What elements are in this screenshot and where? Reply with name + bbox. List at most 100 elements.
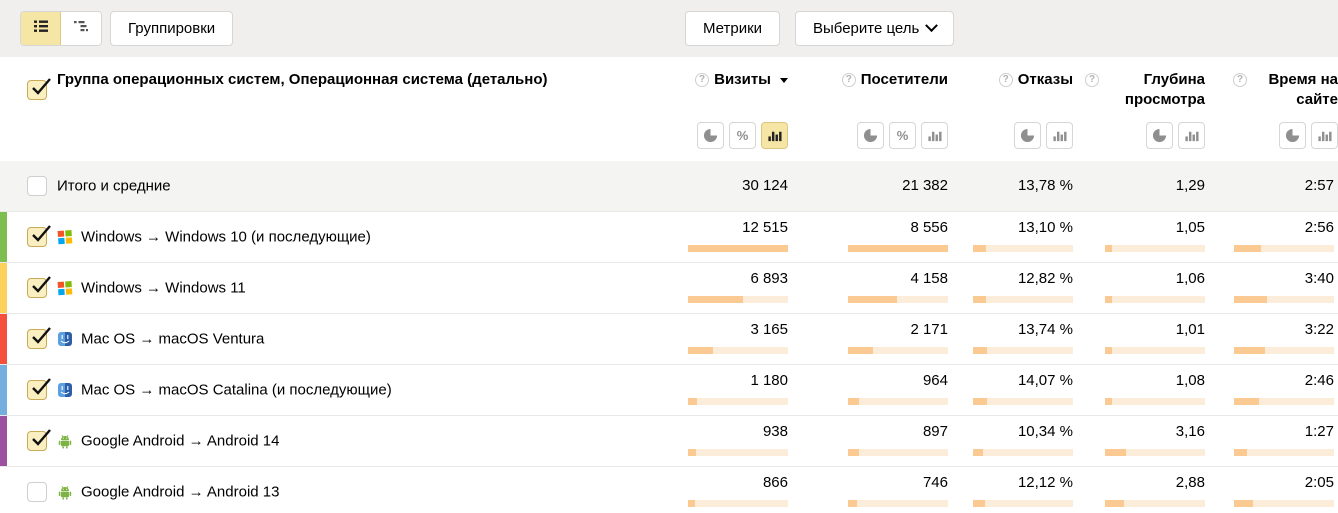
bounces-value: 14,07 % bbox=[1017, 372, 1073, 389]
checkmark-icon bbox=[32, 429, 51, 446]
row-checkbox[interactable] bbox=[27, 176, 47, 196]
bounces-value: 12,12 % bbox=[1017, 474, 1073, 491]
bounces-value: 10,34 % bbox=[1017, 423, 1073, 440]
help-icon[interactable]: ? bbox=[1085, 73, 1099, 87]
column-header-depth[interactable]: ? Глубина просмотра bbox=[1085, 70, 1205, 110]
row-checkbox[interactable] bbox=[27, 429, 51, 451]
pie-chart-toggle[interactable] bbox=[1279, 122, 1306, 149]
time-value: 3:22 bbox=[1304, 321, 1334, 338]
visitors-value: 964 bbox=[922, 372, 948, 389]
row-checkbox[interactable] bbox=[27, 327, 51, 349]
visitors-bar bbox=[848, 245, 948, 252]
column-header-bounces[interactable]: ? Отказы bbox=[998, 70, 1073, 90]
os-icon bbox=[57, 382, 73, 398]
depth-value: 3,16 bbox=[1175, 423, 1205, 440]
time-bar bbox=[1234, 296, 1334, 303]
visits-value: 12 515 bbox=[742, 219, 788, 236]
row-checkbox[interactable] bbox=[27, 276, 51, 298]
pie-chart-toggle[interactable] bbox=[1146, 122, 1173, 149]
table-row: Mac OS → macOS Catalina (и последующие) … bbox=[0, 364, 1338, 415]
table-row: Windows → Windows 10 (и последующие) 12 … bbox=[0, 211, 1338, 262]
column-header-visits[interactable]: ? Визиты bbox=[695, 70, 788, 90]
depth-bar bbox=[1105, 398, 1205, 405]
visits-value: 30 124 bbox=[742, 177, 788, 194]
visitors-value: 2 171 bbox=[910, 321, 948, 338]
visitors-bar bbox=[848, 398, 948, 405]
visitors-value: 8 556 bbox=[910, 219, 948, 236]
totals-row: Итого и средние 30 124 21 382 13,78 % 1,… bbox=[0, 161, 1338, 211]
column-bounces: ? Отказы bbox=[948, 57, 1073, 161]
row-checkbox[interactable] bbox=[27, 482, 47, 502]
time-value: 1:27 bbox=[1304, 423, 1334, 440]
time-value: 2:57 bbox=[1304, 177, 1334, 194]
time-value: 2:46 bbox=[1304, 372, 1334, 389]
help-icon[interactable]: ? bbox=[841, 73, 856, 87]
goal-select-button[interactable]: Выберите цель bbox=[795, 11, 955, 46]
table-row: Google Android → Android 13 866 746 12,1… bbox=[0, 466, 1338, 513]
visits-bar bbox=[688, 296, 788, 303]
column-header-visitors[interactable]: ? Посетители bbox=[841, 70, 948, 90]
depth-value: 1,08 bbox=[1175, 372, 1205, 389]
visitors-bar bbox=[848, 296, 948, 303]
os-icon bbox=[57, 433, 73, 449]
macos-icon bbox=[58, 383, 72, 397]
bounces-bar bbox=[973, 347, 1073, 354]
column-visitors: ? Посетители % bbox=[788, 57, 948, 161]
row-checkbox[interactable] bbox=[27, 225, 51, 247]
visits-value: 6 893 bbox=[750, 270, 788, 287]
depth-bar bbox=[1105, 449, 1205, 456]
pie-chart-toggle[interactable] bbox=[697, 122, 724, 149]
row-checkbox[interactable] bbox=[27, 378, 51, 400]
visitors-value: 4 158 bbox=[910, 270, 948, 287]
bar-chart-toggle[interactable] bbox=[1311, 122, 1338, 149]
time-bar bbox=[1234, 398, 1334, 405]
row-label: Mac OS → macOS Ventura bbox=[81, 330, 265, 348]
windows-icon bbox=[57, 230, 73, 245]
pie-chart-toggle[interactable] bbox=[857, 122, 884, 149]
os-icon bbox=[57, 229, 73, 245]
row-label: Mac OS → macOS Catalina (и последующие) bbox=[81, 381, 392, 399]
metrics-button[interactable]: Метрики bbox=[685, 11, 781, 46]
bar-chart-toggle[interactable] bbox=[1178, 122, 1205, 149]
view-mode-toggle bbox=[20, 11, 102, 46]
column-header-time-on-site[interactable]: ? Время на сайте bbox=[1233, 70, 1338, 110]
help-icon[interactable]: ? bbox=[695, 73, 710, 87]
visits-bar bbox=[688, 398, 788, 405]
depth-bar bbox=[1105, 296, 1205, 303]
row-label: Google Android → Android 13 bbox=[81, 483, 280, 501]
series-color-strip bbox=[0, 263, 7, 313]
row-label: Windows → Windows 10 (и последующие) bbox=[81, 228, 371, 246]
visitors-value: 897 bbox=[922, 423, 948, 440]
visits-value: 938 bbox=[762, 423, 788, 440]
groupings-button[interactable]: Группировки bbox=[110, 11, 234, 46]
help-icon[interactable]: ? bbox=[998, 73, 1013, 87]
visits-bar bbox=[688, 449, 788, 456]
visits-value: 3 165 bbox=[750, 321, 788, 338]
depth-bar bbox=[1105, 245, 1205, 252]
time-bar bbox=[1234, 500, 1334, 507]
time-value: 3:40 bbox=[1304, 270, 1334, 287]
list-view-button[interactable] bbox=[21, 12, 61, 45]
visits-bar bbox=[688, 245, 788, 252]
bounces-bar bbox=[973, 398, 1073, 405]
percent-toggle[interactable]: % bbox=[729, 122, 756, 149]
help-icon[interactable]: ? bbox=[1233, 73, 1247, 87]
pie-chart-toggle[interactable] bbox=[1014, 122, 1041, 149]
bounces-value: 13,78 % bbox=[1017, 177, 1073, 194]
list-view-icon bbox=[33, 18, 49, 39]
visits-bar bbox=[688, 347, 788, 354]
percent-toggle[interactable]: % bbox=[889, 122, 916, 149]
column-visits: ? Визиты % bbox=[670, 57, 788, 161]
bar-chart-toggle[interactable] bbox=[1046, 122, 1073, 149]
select-all-checkbox[interactable] bbox=[27, 78, 51, 100]
bar-chart-toggle[interactable] bbox=[761, 122, 788, 149]
visitors-bar bbox=[848, 500, 948, 507]
bounces-bar bbox=[973, 449, 1073, 456]
time-value: 2:56 bbox=[1304, 219, 1334, 236]
chevron-down-icon bbox=[925, 19, 939, 33]
tree-view-button[interactable] bbox=[61, 12, 101, 45]
bounces-bar bbox=[973, 296, 1073, 303]
bar-chart-toggle[interactable] bbox=[921, 122, 948, 149]
depth-value: 1,05 bbox=[1175, 219, 1205, 236]
